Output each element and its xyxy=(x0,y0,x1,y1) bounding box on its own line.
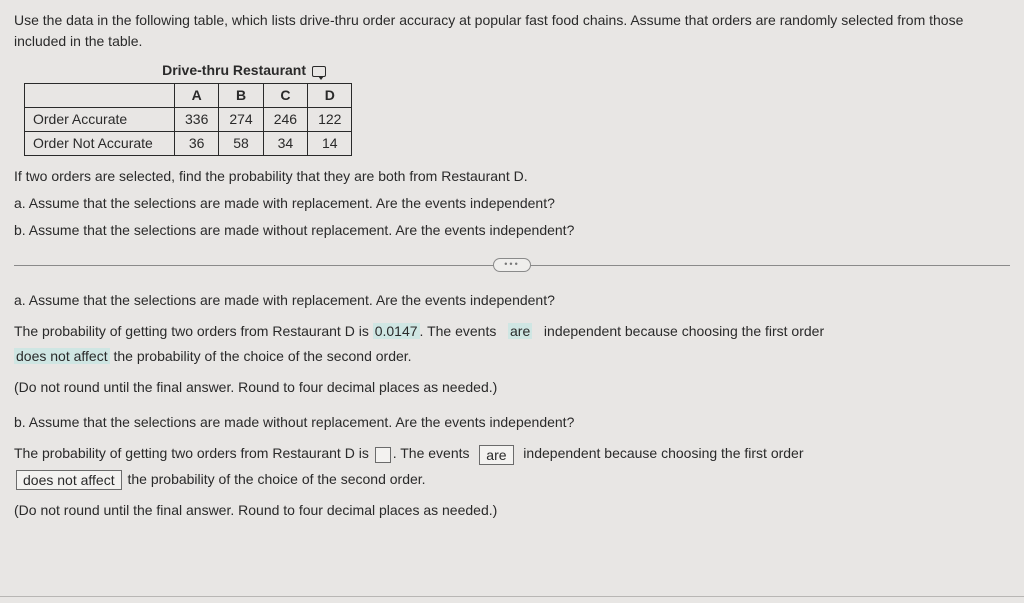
answer-affect-a: does not affect xyxy=(14,348,110,364)
answer-value-a: 0.0147 xyxy=(373,323,420,339)
table-title: Drive-thru Restaurant xyxy=(54,60,434,81)
annotation-icon[interactable] xyxy=(312,66,326,77)
part-b-heading: b. Assume that the selections are made w… xyxy=(14,412,1010,433)
expand-button[interactable]: ••• xyxy=(493,258,531,272)
cell: 246 xyxy=(263,108,307,132)
text: . The events xyxy=(420,323,501,339)
data-table-region: Drive-thru Restaurant A B C D Order Accu… xyxy=(14,60,1010,156)
table-row: Order Accurate 336 274 246 122 xyxy=(25,108,352,132)
part-b-note: (Do not round until the final answer. Ro… xyxy=(14,500,1010,521)
part-a-note: (Do not round until the final answer. Ro… xyxy=(14,377,1010,398)
cell: 274 xyxy=(219,108,263,132)
cell: 58 xyxy=(219,132,263,156)
cell: 122 xyxy=(308,108,352,132)
col-B: B xyxy=(219,84,263,108)
table-blank-cell xyxy=(25,84,175,108)
text: the probability of the choice of the sec… xyxy=(124,471,426,487)
part-b-answer: The probability of getting two orders fr… xyxy=(14,441,1010,491)
part-a-answer: The probability of getting two orders fr… xyxy=(14,319,1010,369)
text: . The events xyxy=(393,445,474,461)
row-label: Order Not Accurate xyxy=(25,132,175,156)
text: independent because choosing the first o… xyxy=(540,323,824,339)
table-title-text: Drive-thru Restaurant xyxy=(162,62,306,78)
part-a-heading: a. Assume that the selections are made w… xyxy=(14,290,1010,311)
cell: 36 xyxy=(175,132,219,156)
text: the probability of the choice of the sec… xyxy=(110,348,412,364)
col-C: C xyxy=(263,84,307,108)
are-dropdown-b[interactable]: are xyxy=(479,445,513,465)
row-label: Order Accurate xyxy=(25,108,175,132)
text: The probability of getting two orders fr… xyxy=(14,323,373,339)
table-header-row: A B C D xyxy=(25,84,352,108)
cell: 34 xyxy=(263,132,307,156)
intro-text: Use the data in the following table, whi… xyxy=(14,10,1010,52)
table-row: Order Not Accurate 36 58 34 14 xyxy=(25,132,352,156)
col-D: D xyxy=(308,84,352,108)
probability-input-b[interactable] xyxy=(375,447,391,463)
text: independent because choosing the first o… xyxy=(519,445,803,461)
question-b: b. Assume that the selections are made w… xyxy=(14,220,1010,241)
cell: 14 xyxy=(308,132,352,156)
affect-dropdown-b[interactable]: does not affect xyxy=(16,470,122,490)
cell: 336 xyxy=(175,108,219,132)
answer-are-a: are xyxy=(508,323,532,339)
bottom-border xyxy=(0,596,1024,597)
col-A: A xyxy=(175,84,219,108)
text: The probability of getting two orders fr… xyxy=(14,445,373,461)
data-table: A B C D Order Accurate 336 274 246 122 O… xyxy=(24,83,352,156)
question-lead: If two orders are selected, find the pro… xyxy=(14,166,1010,187)
question-a: a. Assume that the selections are made w… xyxy=(14,193,1010,214)
